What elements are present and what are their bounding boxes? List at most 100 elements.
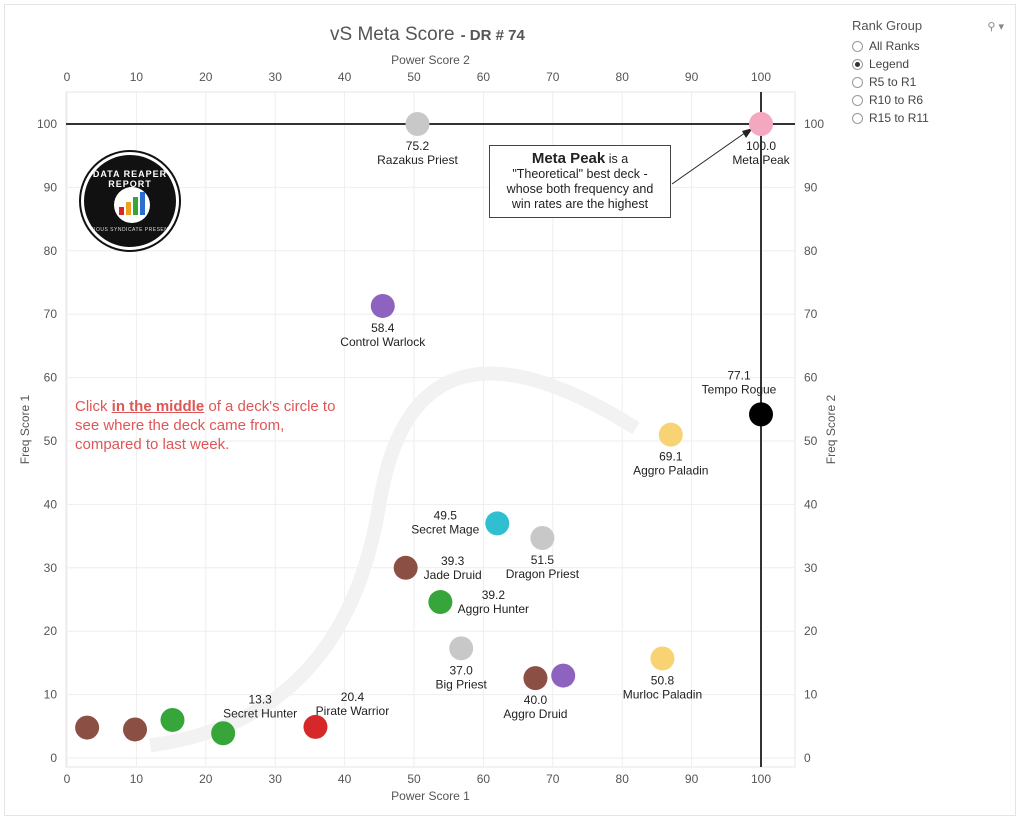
annotation-arrowhead	[742, 128, 753, 138]
data-point	[658, 422, 683, 447]
point-score-label: 58.4	[371, 321, 395, 335]
y-tick-label-left: 80	[44, 244, 58, 258]
data-point	[650, 646, 675, 671]
filter-option-r5-r1[interactable]: R5 to R1	[852, 73, 1012, 91]
radio-r5-r1[interactable]	[852, 76, 863, 88]
y-tick-label-left: 0	[50, 751, 57, 765]
data-point	[449, 636, 474, 661]
y-tick-label-left: 20	[44, 624, 58, 638]
radio-r15-r11[interactable]	[852, 112, 863, 124]
data-point	[370, 293, 395, 318]
point-name-label: Big Priest	[436, 677, 488, 691]
y-tick-label-right: 70	[804, 307, 818, 321]
instruction-before: Click	[75, 398, 112, 415]
data-point	[405, 112, 430, 136]
filter-option-legend[interactable]: Legend	[852, 55, 1012, 73]
x-tick-label-top: 60	[477, 70, 491, 84]
point-score-label: 75.2	[406, 139, 430, 153]
y-tick-label-right: 0	[804, 751, 811, 765]
y-tick-label-right: 10	[804, 688, 818, 702]
data-point	[551, 663, 576, 688]
point-name-label: Meta Peak	[732, 153, 790, 167]
y-tick-label-right: 30	[804, 561, 818, 575]
filter-tools[interactable]: ⚲ ▾	[987, 20, 1004, 33]
chart-title-main: vS Meta Score	[330, 24, 455, 45]
y-tick-label-right: 40	[804, 497, 818, 511]
point-score-label: 69.1	[659, 450, 683, 464]
y-tick-label-right: 50	[804, 434, 818, 448]
y-tick-label-left: 100	[37, 117, 57, 131]
data-point	[393, 555, 418, 580]
data-reaper-logo: DATA REAPER REPORT VICIOUS SYNDICATE PRE…	[81, 152, 179, 250]
data-point	[530, 526, 555, 551]
filter-option-label: Legend	[869, 57, 910, 71]
annotation-arrow-line	[671, 129, 750, 185]
data-point	[749, 112, 773, 136]
point-score-label: 37.0	[450, 663, 474, 677]
radio-r10-r6[interactable]	[852, 94, 863, 106]
x-tick-label-top: 50	[407, 70, 421, 84]
data-point	[485, 511, 510, 536]
data-point	[160, 707, 185, 732]
point-score-label: 20.4	[341, 690, 365, 704]
x-tick-label-bottom: 90	[685, 772, 699, 786]
radio-legend[interactable]	[852, 58, 863, 70]
y-tick-label-right: 100	[804, 117, 824, 131]
y-tick-label-left: 10	[44, 688, 58, 702]
data-point	[523, 666, 548, 691]
logo-bottom-text: VICIOUS SYNDICATE PRESENTS	[84, 227, 176, 233]
y-tick-label-left: 90	[44, 180, 58, 194]
y-axis-title: Freq Score 1	[18, 394, 32, 464]
x-tick-label-top: 80	[616, 70, 630, 84]
point-name-label: Aggro Hunter	[458, 602, 529, 616]
x-tick-label-bottom: 40	[338, 772, 352, 786]
x-tick-label-top: 10	[130, 70, 144, 84]
data-point	[75, 715, 100, 740]
y-tick-label-right: 60	[804, 371, 818, 385]
filter-option-all-ranks[interactable]: All Ranks	[852, 37, 1012, 55]
y-tick-label-left: 30	[44, 561, 58, 575]
point-score-label: 100.0	[746, 139, 776, 153]
dashboard-frame	[4, 4, 1016, 816]
data-point	[428, 590, 453, 615]
data-point	[749, 402, 773, 427]
point-name-label: Tempo Rogue	[702, 382, 777, 396]
x2-axis-title: Power Score 2	[391, 53, 470, 67]
y-tick-label-left: 60	[44, 371, 58, 385]
instruction-emph: in the middle	[111, 398, 205, 415]
point-name-label: Secret Hunter	[223, 706, 297, 720]
data-point	[303, 714, 328, 739]
filter-option-label: R10 to R6	[869, 93, 924, 107]
x-tick-label-top: 70	[546, 70, 560, 84]
point-score-label: 51.5	[531, 553, 555, 567]
x-tick-label-bottom: 60	[477, 772, 491, 786]
filter-option-label: R15 to R11	[869, 111, 929, 125]
chevron-down-icon[interactable]: ▾	[998, 21, 1004, 33]
chart-title: vS Meta Score - DR # 74	[330, 24, 525, 46]
filter-title: Rank Group	[852, 18, 923, 33]
y2-axis-title: Freq Score 2	[824, 394, 838, 464]
logo-chart-icon	[114, 187, 150, 223]
radio-all-ranks[interactable]	[852, 40, 863, 52]
x-tick-label-bottom: 20	[199, 772, 213, 786]
filter-option-label: R5 to R1	[869, 75, 917, 89]
point-score-label: 39.3	[441, 554, 465, 568]
point-score-label: 40.0	[524, 693, 548, 707]
point-score-label: 13.3	[248, 692, 272, 706]
x-axis-title: Power Score 1	[391, 789, 470, 803]
annotation-strong: Meta Peak	[531, 150, 606, 167]
filter-option-r15-r11[interactable]: R15 to R11	[852, 109, 1012, 127]
x-tick-label-top: 90	[685, 70, 699, 84]
x-tick-label-top: 30	[269, 70, 283, 84]
x-tick-label-bottom: 100	[751, 772, 771, 786]
y-tick-label-right: 20	[804, 624, 818, 638]
y-tick-label-left: 40	[44, 497, 58, 511]
x-tick-label-top: 40	[338, 70, 352, 84]
point-name-label: Aggro Druid	[503, 707, 567, 721]
search-icon[interactable]: ⚲	[987, 21, 996, 33]
point-name-label: Dragon Priest	[506, 567, 580, 581]
point-name-label: Jade Druid	[424, 568, 482, 582]
filter-option-r10-r6[interactable]: R10 to R6	[852, 91, 1012, 109]
x-tick-label-bottom: 80	[616, 772, 630, 786]
